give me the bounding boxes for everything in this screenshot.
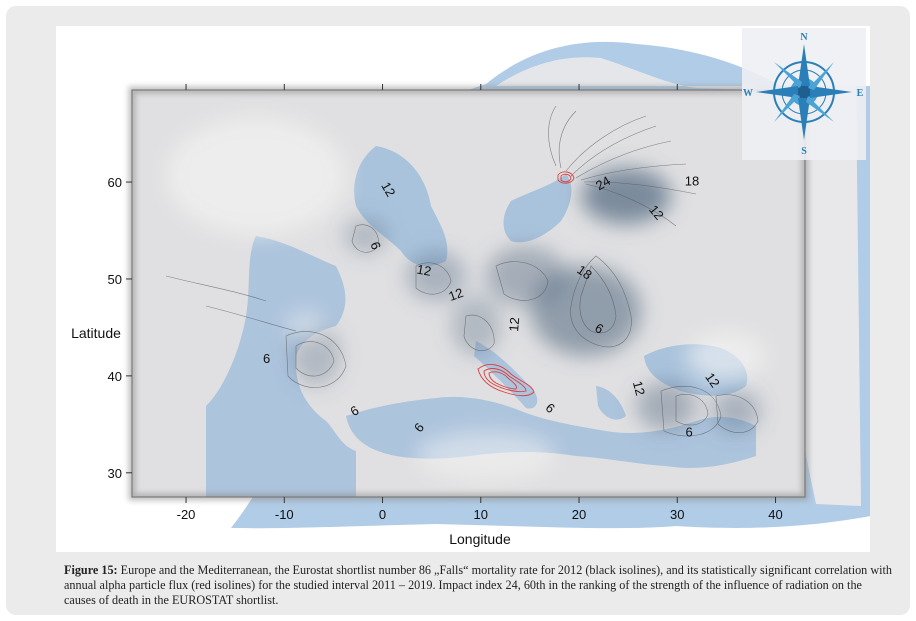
isoline-label: 6: [685, 424, 692, 439]
y-tick-label: 60: [108, 175, 122, 190]
figure-caption: Figure 15: Europe and the Mediterranean,…: [64, 563, 894, 608]
black-isolines: [165, 105, 759, 437]
x-axis-ticks: -20 -10 0 10 20 30 40: [177, 84, 783, 522]
y-tick-label: 40: [108, 369, 122, 384]
compass-north: N: [800, 32, 808, 43]
isoline-label: 6: [263, 351, 270, 366]
isoline-label: 12: [416, 262, 433, 279]
y-tick-label: 50: [108, 272, 122, 287]
compass-east: E: [857, 88, 864, 99]
x-tick-label: 40: [768, 507, 782, 522]
x-tick-label: -10: [275, 507, 294, 522]
outer-land-east: [804, 86, 861, 506]
caption-label: Figure 15:: [64, 563, 118, 577]
y-axis-title: Latitude: [71, 325, 121, 341]
compass-rose: N E S W: [742, 28, 866, 160]
caption-text: Europe and the Mediterranean, the Eurost…: [64, 563, 892, 607]
compass-needle-s: [798, 98, 810, 140]
compass-needle-e: [810, 86, 852, 98]
isoline-label: 6: [367, 240, 384, 252]
compass-needle-n: [798, 44, 810, 86]
outer-land-north: [496, 57, 756, 90]
y-axis-ticks: 30 40 50 60: [108, 175, 132, 481]
isoline-label: 12: [378, 179, 398, 199]
isoline-label: 12: [506, 317, 522, 333]
compass-west: W: [743, 88, 753, 99]
light-highlights: [166, 116, 766, 481]
x-tick-label: 20: [572, 507, 586, 522]
compass-south: S: [801, 146, 807, 157]
isoline-label: 24: [593, 173, 613, 193]
map-panel: -20 -10 0 10 20 30 40 30 40 50 60 Longitude Latit…: [56, 26, 870, 552]
x-tick-label: 30: [670, 507, 684, 522]
europe-map: -20 -10 0 10 20 30 40 30 40 50 60 Longitude Latit…: [71, 28, 870, 547]
plot-area: [128, 86, 809, 501]
x-tick-label: 0: [379, 507, 386, 522]
compass-needle-w: [756, 86, 798, 98]
x-tick-label: -20: [177, 507, 196, 522]
isoline-label: 12: [630, 379, 648, 397]
x-axis-title: Longitude: [449, 531, 511, 547]
y-tick-label: 30: [108, 466, 122, 481]
isoline-label: 18: [685, 173, 699, 188]
red-isolines: [477, 171, 575, 397]
mortality-shading: [291, 168, 761, 433]
figure-frame: -20 -10 0 10 20 30 40 30 40 50 60 Longitude Latit…: [6, 6, 910, 615]
x-tick-label: 10: [474, 507, 488, 522]
isoline-label: 12: [446, 285, 465, 304]
isoline-label: 12: [702, 370, 723, 390]
isoline-label: 18: [574, 262, 594, 283]
